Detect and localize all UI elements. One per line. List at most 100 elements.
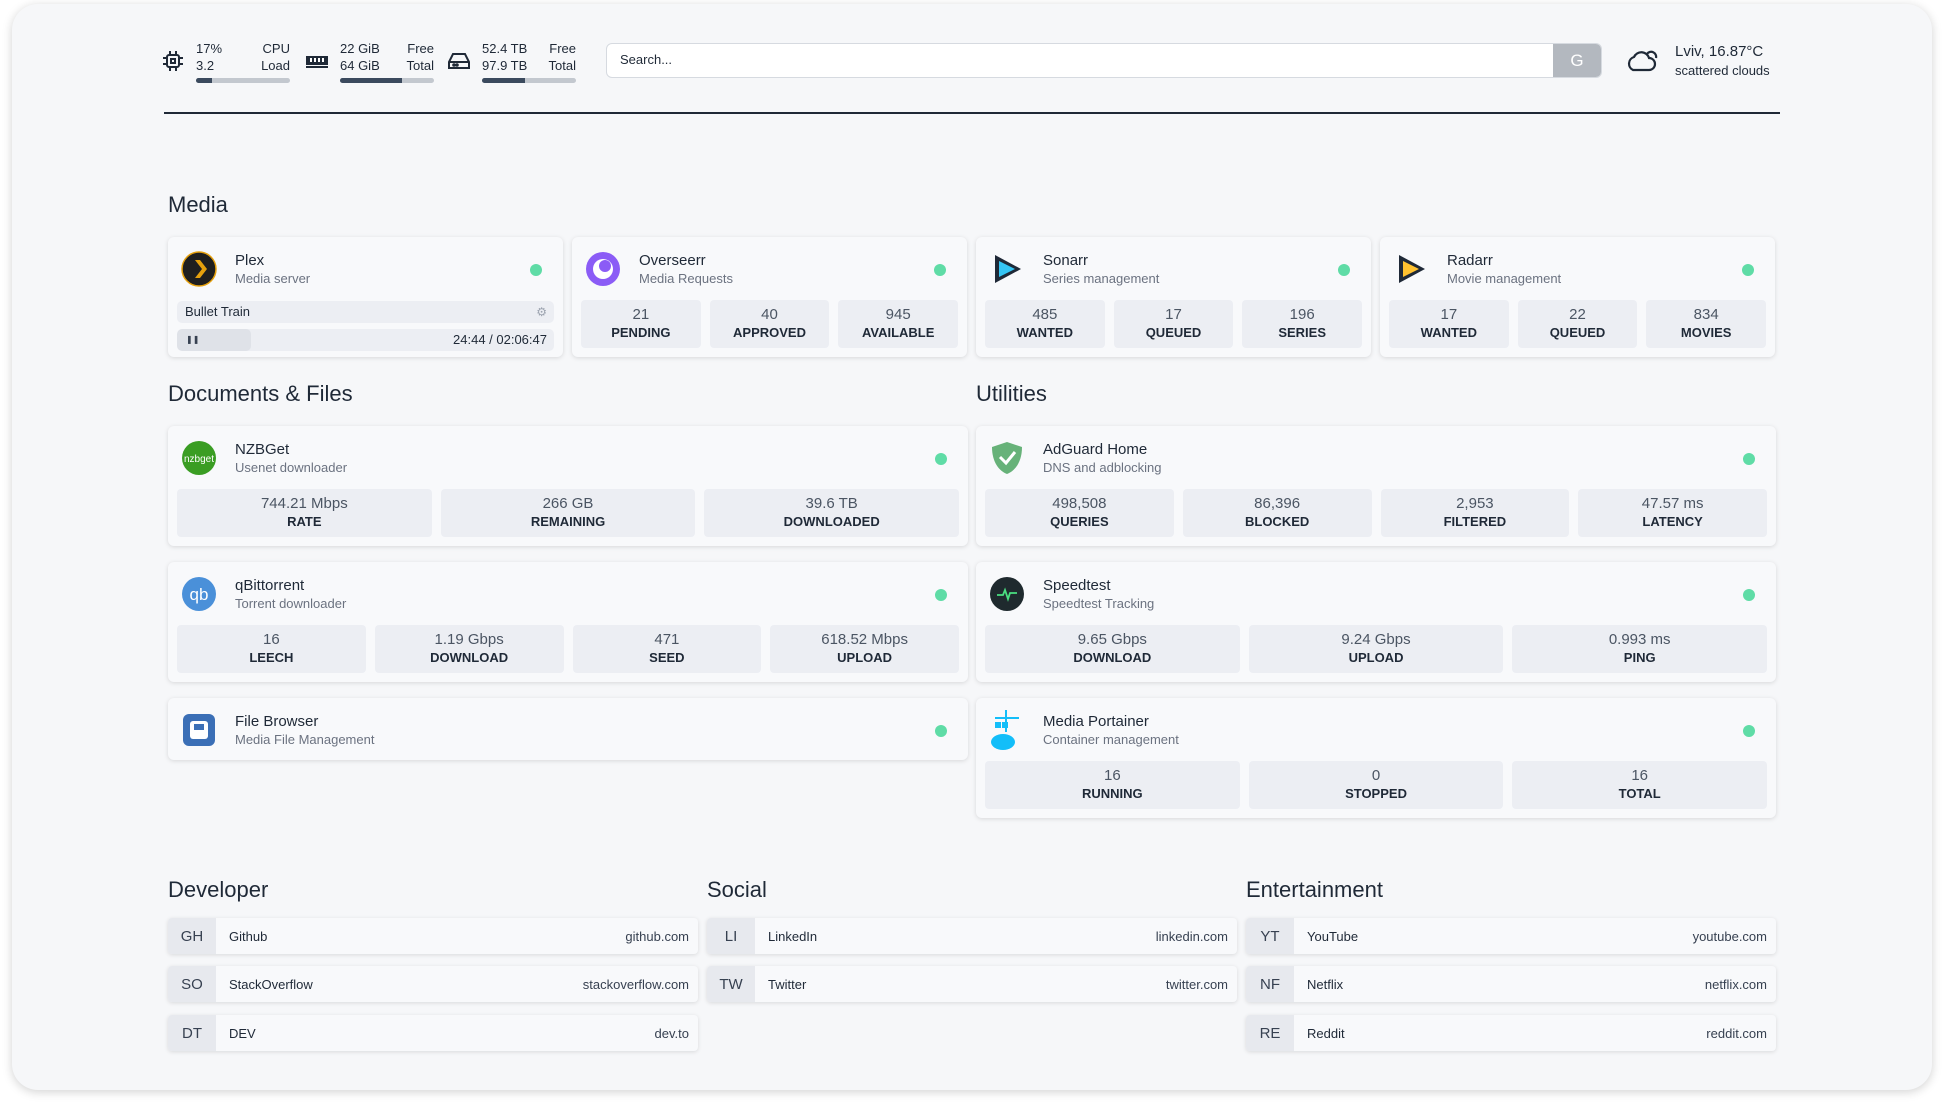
stat-label: RUNNING [1082, 786, 1143, 801]
card-header[interactable]: nzbget NZBGet Usenet downloader [177, 436, 959, 480]
stats-row: 21 PENDING 40 APPROVED 945 AVAILABLE [581, 300, 959, 348]
bookmark-url: github.com [625, 928, 689, 944]
bookmark-dev[interactable]: DT DEV dev.to [168, 1015, 698, 1051]
card-header[interactable]: Overseerr Media Requests [581, 247, 958, 291]
card-title[interactable]: AdGuard Home [1043, 441, 1148, 458]
stat-available: 945 AVAILABLE [838, 300, 959, 348]
card-title-block: Radarr Movie management [1447, 251, 1561, 287]
stat-label: SEED [649, 650, 685, 665]
bookmark-url: dev.to [654, 1025, 689, 1041]
section-title-media: Media [168, 192, 228, 217]
card-subtitle: Media File Management [235, 732, 375, 747]
card-title[interactable]: NZBGet [235, 441, 290, 458]
stat-label: BLOCKED [1244, 514, 1310, 529]
status-indicator [935, 453, 947, 465]
bookmark-github[interactable]: GH Github github.com [168, 918, 698, 954]
card-title[interactable]: Speedtest [1043, 577, 1111, 594]
search-google-button[interactable]: G [1553, 44, 1601, 77]
bookmark-stackoverflow[interactable]: SO StackOverflow stackoverflow.com [168, 966, 698, 1002]
bookmark-youtube[interactable]: YT YouTube youtube.com [1246, 918, 1776, 954]
stat-total: 16 TOTAL [1512, 761, 1768, 809]
stats-row: 485 WANTED 17 QUEUED 196 SERIES [985, 300, 1363, 348]
status-indicator [935, 725, 947, 737]
settings-icon[interactable]: ⚙ [536, 305, 547, 319]
stat-value: 498,508 [1052, 495, 1107, 512]
card-header[interactable]: Speedtest Speedtest Tracking [985, 572, 1767, 616]
bookmark-linkedin[interactable]: LI LinkedIn linkedin.com [707, 918, 1237, 954]
stats-row: 16 LEECH 1.19 Gbps DOWNLOAD 471 SEED 618.52 Mb… [177, 625, 959, 673]
speedtest-icon [989, 576, 1025, 612]
search-input[interactable]: Search... [620, 52, 673, 67]
card-header[interactable]: Sonarr Series management [985, 247, 1362, 291]
bookmark-abbreviation: YT [1246, 918, 1294, 954]
stat-value: 266 GB [542, 495, 594, 512]
section-title-developer: Developer [168, 877, 269, 902]
card-title[interactable]: File Browser [235, 713, 319, 730]
card-subtitle: Container management [1043, 732, 1179, 747]
stat-label: APPROVED [733, 325, 806, 340]
search-box[interactable]: Search... G [606, 43, 1602, 78]
sonarr-icon [989, 251, 1025, 287]
card-header[interactable]: qb qBittorrent Torrent downloader [177, 572, 959, 616]
card-title[interactable]: Overseerr [639, 252, 706, 269]
stat-label: LATENCY [1642, 514, 1703, 529]
card-title[interactable]: Media Portainer [1043, 713, 1149, 730]
stat-label: QUERIES [1050, 514, 1109, 529]
now-playing-name: Bullet Train [185, 304, 251, 319]
weather-temp: Lviv, 16.87°C [1675, 43, 1764, 60]
filebrowser-icon [181, 712, 217, 748]
card-title-block: Media Portainer Container management [1043, 712, 1179, 748]
stat-value: 16 [263, 631, 280, 648]
service-card-qbittorrent: qb qBittorrent Torrent downloader 16 LEECH 1.… [168, 562, 968, 682]
stat-label: LEECH [249, 650, 294, 665]
stat-value: 471 [654, 631, 680, 648]
stat-label: DOWNLOADED [783, 514, 880, 529]
card-header[interactable]: Plex Media server [177, 247, 554, 291]
media-card-overseerr: Overseerr Media Requests 21 PENDING 40 APPROV… [572, 237, 967, 357]
card-title-block: Sonarr Series management [1043, 251, 1159, 287]
disk-bar [482, 78, 576, 83]
bookmark-abbreviation: TW [707, 966, 755, 1002]
stat-downloaded: 39.6 TB DOWNLOADED [704, 489, 960, 537]
stat-label: REMAINING [530, 514, 606, 529]
pause-icon[interactable]: ❚❚ [186, 335, 200, 344]
stat-label: SERIES [1278, 325, 1327, 340]
cpu-usage: 17% [196, 41, 223, 56]
header-divider [164, 112, 1780, 114]
bookmark-name: DEV [229, 1025, 256, 1041]
card-header[interactable]: AdGuard Home DNS and adblocking [985, 436, 1767, 480]
status-indicator [530, 264, 542, 276]
card-header[interactable]: File Browser Media File Management [177, 708, 959, 752]
stat-upload: 618.52 Mbps UPLOAD [770, 625, 959, 673]
card-header[interactable]: Media Portainer Container management [985, 708, 1767, 752]
stat-wanted: 485 WANTED [985, 300, 1105, 348]
stat-value: 21 [632, 306, 650, 323]
bookmark-twitter[interactable]: TW Twitter twitter.com [707, 966, 1237, 1002]
free-label: Free [407, 41, 434, 56]
service-card-media-portainer: Media Portainer Container management 16 RUN… [976, 698, 1776, 818]
stat-value: 744.21 Mbps [260, 495, 348, 512]
stat-series: 196 SERIES [1242, 300, 1363, 348]
card-title[interactable]: Plex [235, 252, 265, 269]
stat-label: DOWNLOAD [430, 650, 509, 665]
stat-leech: 16 LEECH [177, 625, 366, 673]
bookmark-netflix[interactable]: NF Netflix netflix.com [1246, 966, 1776, 1002]
stat-blocked: 86,396 BLOCKED [1182, 489, 1372, 537]
card-title[interactable]: qBittorrent [235, 577, 305, 594]
bookmark-name: Reddit [1307, 1025, 1345, 1041]
bookmark-reddit[interactable]: RE Reddit reddit.com [1246, 1015, 1776, 1051]
media-card-plex: Plex Media server Bullet Train ⚙ ❚❚ 24:44 / 0… [168, 237, 563, 357]
card-title[interactable]: Radarr [1447, 252, 1493, 269]
stat-label: STOPPED [1345, 786, 1407, 801]
stat-ping: 0.993 ms PING [1512, 625, 1768, 673]
card-title[interactable]: Sonarr [1043, 252, 1089, 269]
weather-widget: Lviv, 16.87°C scattered clouds [1625, 42, 1770, 80]
status-indicator [1742, 264, 1754, 276]
bookmark-url: linkedin.com [1155, 928, 1228, 944]
card-header[interactable]: Radarr Movie management [1389, 247, 1766, 291]
bookmark-abbreviation: DT [168, 1015, 216, 1051]
stat-approved: 40 APPROVED [709, 300, 830, 348]
now-playing-title: Bullet Train ⚙ [177, 301, 554, 323]
adguard-icon [989, 440, 1025, 476]
playback-progress[interactable]: ❚❚ 24:44 / 02:06:47 [177, 329, 554, 351]
